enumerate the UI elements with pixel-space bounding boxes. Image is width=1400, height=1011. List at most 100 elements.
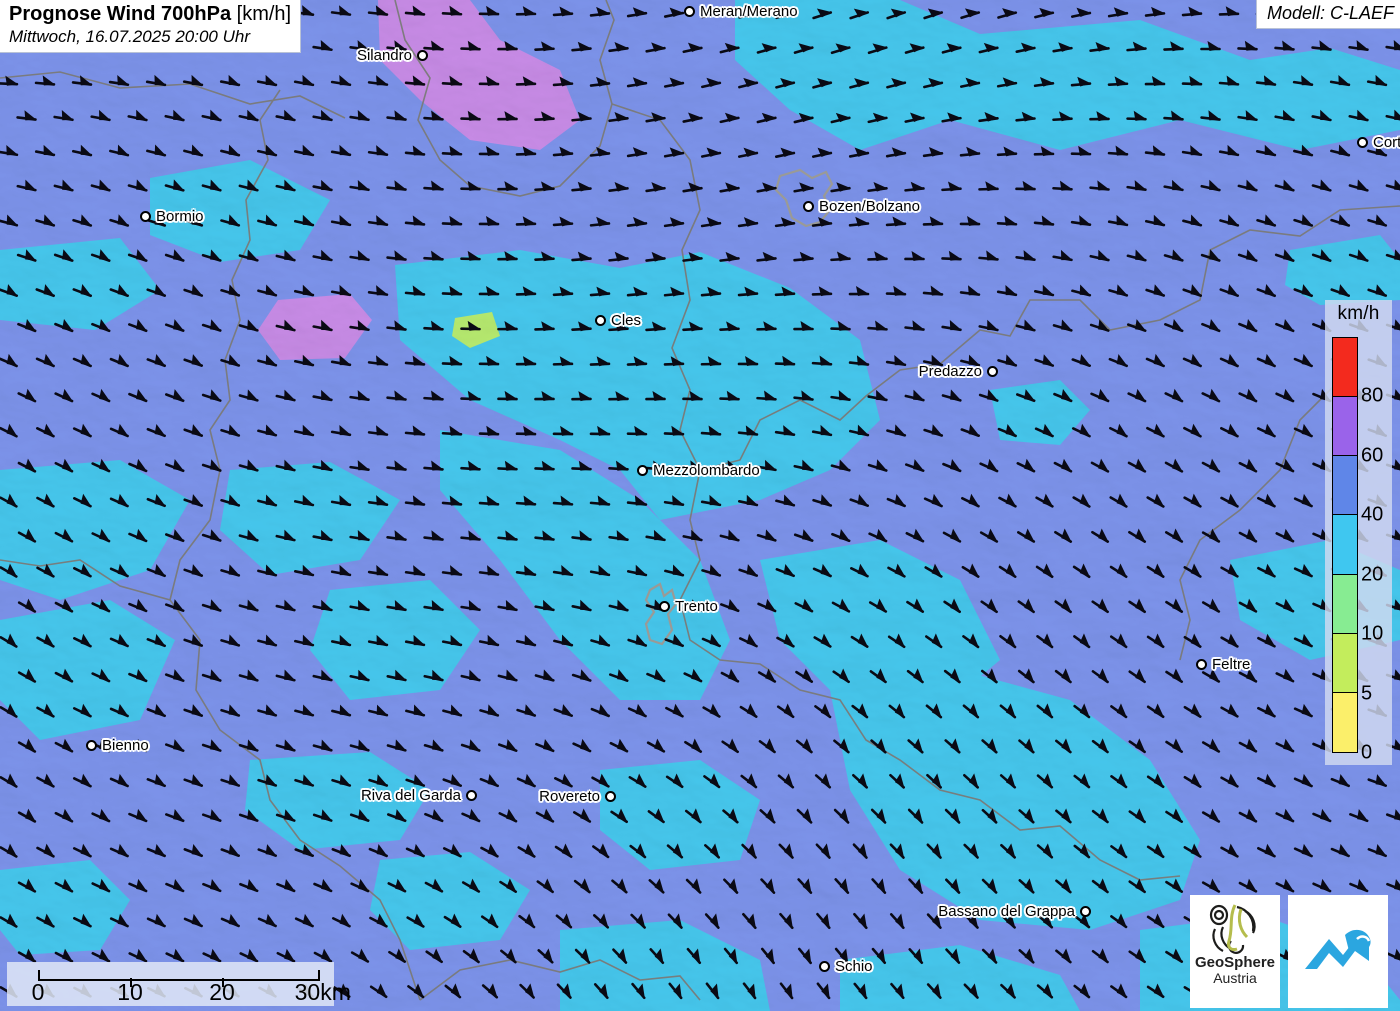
- wind-barb: [90, 874, 115, 895]
- wind-barb: [700, 630, 725, 650]
- wind-barb: [71, 350, 96, 370]
- wind-barb: [182, 350, 207, 370]
- wind-barb: [182, 630, 207, 650]
- wind-barb: [1293, 490, 1318, 510]
- wind-barb: [1366, 72, 1390, 89]
- wind-barb: [1127, 524, 1152, 546]
- wind-barb: [1256, 699, 1281, 720]
- wind-barb: [848, 284, 871, 298]
- wind-barb: [127, 595, 152, 615]
- wind-barb: [109, 909, 134, 930]
- wind-barb: [219, 701, 244, 719]
- wind-barb: [666, 907, 690, 931]
- wind-barb: [90, 385, 115, 405]
- wind-barb: [1034, 558, 1059, 581]
- product-name: Prognose Wind 700hPa: [9, 3, 232, 25]
- wind-barb: [0, 142, 21, 159]
- wind-barb: [1107, 350, 1132, 370]
- city-marker[interactable]: Bormio: [140, 208, 204, 225]
- wind-barb: [943, 872, 967, 896]
- wind-barb: [1385, 107, 1400, 124]
- wind-barb: [680, 38, 705, 56]
- wind-barb: [851, 837, 875, 862]
- title-block: Prognose Wind 700hPa [km/h] Mittwoch, 16…: [0, 0, 302, 54]
- city-marker[interactable]: Bienno: [86, 737, 149, 754]
- city-marker[interactable]: Cortina: [1357, 134, 1400, 151]
- wind-barb: [1144, 350, 1169, 370]
- product-unit: [km/h]: [236, 3, 292, 25]
- wind-barb: [312, 667, 336, 684]
- city-marker[interactable]: Feltre: [1196, 656, 1250, 673]
- city-marker[interactable]: Meran/Merano: [684, 3, 798, 20]
- wind-barb: [534, 735, 559, 755]
- wind-barb: [460, 874, 485, 896]
- wind-barb: [1237, 384, 1262, 405]
- wind-barb: [1069, 3, 1093, 20]
- wind-barb: [293, 212, 317, 229]
- wind-barb: [699, 213, 723, 230]
- wind-barb: [368, 978, 393, 1001]
- city-marker[interactable]: Rovereto: [539, 788, 616, 805]
- wind-barb: [553, 838, 578, 861]
- wind-barb: [127, 107, 151, 124]
- wind-barb: [1017, 873, 1041, 896]
- wind-barb: [774, 354, 797, 368]
- city-marker[interactable]: Bassano del Grappa: [938, 903, 1091, 920]
- wind-barb: [405, 978, 430, 1001]
- wind-barb: [754, 38, 779, 56]
- wind-barb: [515, 144, 538, 158]
- wind-barb: [1182, 419, 1207, 440]
- wind-barb: [996, 420, 1021, 440]
- wind-barb: [108, 700, 133, 720]
- wind-barb: [293, 840, 318, 860]
- wind-barb: [589, 493, 612, 508]
- city-marker[interactable]: Cles: [595, 312, 641, 329]
- wind-barb: [737, 354, 760, 368]
- wind-barb: [1144, 143, 1168, 158]
- city-label: Cles: [611, 312, 642, 329]
- wind-barb: [1033, 282, 1057, 299]
- city-marker[interactable]: Riva del Garda: [361, 787, 477, 804]
- city-marker[interactable]: Predazzo: [919, 363, 998, 380]
- wind-barb: [810, 73, 834, 91]
- wind-barb: [867, 594, 893, 616]
- wind-barb: [238, 107, 262, 124]
- wind-barb: [571, 459, 594, 473]
- wind-barb: [515, 74, 538, 88]
- city-marker[interactable]: Bozen/Bolzano: [803, 198, 920, 215]
- wind-barb: [680, 108, 705, 125]
- city-marker[interactable]: Silandro: [357, 47, 428, 64]
- wind-barb: [830, 319, 853, 333]
- wind-barb: [921, 143, 945, 160]
- city-marker[interactable]: Mezzolombardo: [637, 462, 760, 479]
- wind-barb: [754, 178, 779, 195]
- wind-barb: [645, 389, 667, 403]
- city-dot-icon: [659, 601, 670, 612]
- wind-barb: [1144, 212, 1168, 229]
- wind-barb: [998, 838, 1023, 861]
- wind-barb: [1090, 663, 1115, 686]
- city-label: Bienno: [102, 737, 149, 754]
- wind-barb: [1200, 594, 1225, 616]
- wind-barb: [888, 837, 912, 861]
- wind-barb: [701, 768, 726, 791]
- wind-barb: [423, 108, 446, 123]
- city-marker[interactable]: Schio: [819, 958, 873, 975]
- wind-barb: [589, 284, 612, 299]
- wind-barb: [607, 179, 631, 194]
- wind-barb: [849, 559, 874, 580]
- wind-barb: [1182, 699, 1207, 721]
- wind-barb: [1292, 280, 1317, 300]
- wind-barb: [1163, 177, 1187, 194]
- wind-barb: [90, 805, 115, 825]
- wind-barb: [553, 769, 578, 790]
- wind-barb: [1293, 560, 1318, 580]
- wind-barb: [275, 527, 299, 544]
- wind-barb: [330, 352, 354, 369]
- wind-barb: [791, 108, 816, 126]
- city-marker[interactable]: Trento: [659, 598, 718, 615]
- wind-barb: [775, 629, 800, 650]
- wind-barb: [478, 354, 501, 368]
- wind-barb: [722, 942, 745, 967]
